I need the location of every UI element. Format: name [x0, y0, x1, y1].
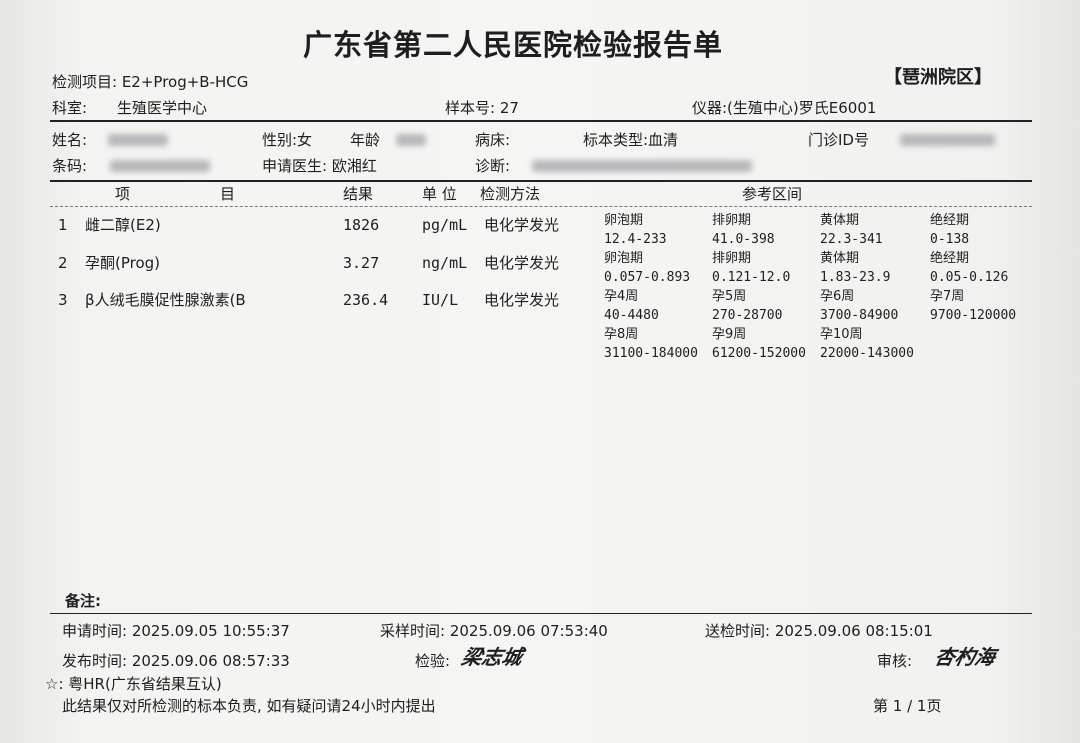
reference-phase: 绝经期 [930, 213, 970, 228]
redacted-clinic-id [900, 134, 995, 146]
reference-range: 0-138 [930, 232, 970, 247]
reference-range: 41.0-398 [712, 232, 775, 247]
reference-phase: 排卵期 [712, 251, 752, 266]
reference-phase: 孕9周 [712, 327, 747, 342]
reference-range: 61200-152000 [712, 346, 806, 361]
reference-phase: 孕4周 [604, 289, 639, 304]
reference-range: 22.3-341 [820, 232, 883, 247]
result-value: 3.27 [343, 254, 380, 272]
col-method: 检测方法 [480, 185, 541, 203]
test-name: 雌二醇(E2) [85, 216, 161, 234]
row-number: 3 [58, 291, 68, 309]
sample-number: 样本号: 27 [445, 99, 519, 117]
test-name: 孕酮(Prog) [85, 254, 161, 272]
reference-phase: 排卵期 [712, 213, 752, 228]
dashed-divider [50, 206, 1032, 207]
request-time: 申请时间: 2025.09.05 10:55:37 [62, 622, 290, 640]
result-value: 1826 [343, 216, 380, 234]
remarks-label: 备注: [65, 592, 101, 610]
unit: IU/L [422, 291, 459, 309]
name-label: 姓名: [52, 131, 88, 149]
dept-value: 生殖医学中心 [117, 99, 208, 117]
clinic-id-label: 门诊ID号 [808, 131, 869, 149]
reference-phase: 孕8周 [604, 327, 639, 342]
reference-phase: 卵泡期 [604, 251, 644, 266]
specimen-type: 标本类型:血清 [583, 131, 679, 149]
page-number: 第 1 / 1页 [873, 697, 942, 715]
send-time: 送检时间: 2025.09.06 08:15:01 [705, 622, 933, 640]
unit: ng/mL [422, 254, 468, 272]
col-unit: 单 位 [422, 185, 457, 203]
method: 电化学发光 [484, 216, 560, 234]
divider [50, 613, 1032, 614]
reference-range: 0.05-0.126 [930, 270, 1009, 285]
tester-signature: 梁志城 [459, 645, 525, 669]
divider [50, 180, 1032, 182]
col-item: 项 [115, 185, 131, 203]
report-title: 广东省第二人民医院检验报告单 [303, 28, 724, 62]
redacted-diagnosis [532, 160, 752, 172]
col-item: 目 [220, 185, 236, 203]
unit: pg/mL [422, 216, 468, 234]
barcode-label: 条码: [52, 157, 88, 175]
diagnosis-label: 诊断: [475, 157, 511, 175]
reviewer-signature: 杏杓海 [932, 645, 998, 669]
reference-phase: 孕5周 [712, 289, 747, 304]
reference-phase: 孕10周 [820, 327, 863, 342]
requesting-doctor: 申请医生: 欧湘红 [262, 157, 377, 175]
sex: 性别:女 [262, 131, 313, 149]
disclaimer: 此结果仅对所检测的标本负责, 如有疑问请24小时内提出 [62, 697, 436, 715]
reference-phase: 绝经期 [930, 251, 970, 266]
reference-phase: 黄体期 [820, 251, 860, 266]
redacted-barcode [110, 160, 210, 172]
publish-time: 发布时间: 2025.09.06 08:57:33 [62, 652, 290, 670]
reference-phase: 黄体期 [820, 213, 860, 228]
reference-phase: 孕7周 [930, 289, 965, 304]
reference-phase: 卵泡期 [604, 213, 644, 228]
result-value: 236.4 [343, 291, 389, 309]
row-number: 1 [58, 216, 68, 234]
row-number: 2 [58, 254, 68, 272]
divider [50, 120, 1032, 122]
reference-range: 22000-143000 [820, 346, 914, 361]
reviewer-label: 审核: [877, 652, 913, 670]
reference-range: 9700-120000 [930, 308, 1017, 323]
method: 电化学发光 [484, 254, 560, 272]
col-result: 结果 [343, 185, 374, 203]
method: 电化学发光 [484, 291, 560, 309]
reference-range: 270-28700 [712, 308, 783, 323]
instrument: 仪器:(生殖中心)罗氏E6001 [692, 99, 877, 117]
sample-time: 采样时间: 2025.09.06 07:53:40 [380, 622, 608, 640]
test-items: 检测项目: E2+Prog+B-HCG [52, 73, 249, 91]
mutual-recognition: ☆: 粤HR(广东省结果互认) [45, 675, 222, 693]
reference-range: 1.83-23.9 [820, 270, 891, 285]
tester-label: 检验: [415, 652, 451, 670]
reference-range: 31100-184000 [604, 346, 698, 361]
reference-range: 40-4480 [604, 308, 659, 323]
reference-range: 12.4-233 [604, 232, 667, 247]
reference-phase: 孕6周 [820, 289, 855, 304]
redacted-name [108, 134, 168, 146]
campus-label: 【琶洲院区】 [884, 67, 992, 88]
bed-label: 病床: [475, 131, 511, 149]
dept-label: 科室: [52, 99, 88, 117]
reference-range: 0.121-12.0 [712, 270, 791, 285]
test-name: β人绒毛膜促性腺激素(B [85, 291, 246, 309]
age-label: 年龄 [350, 131, 381, 149]
col-reference: 参考区间 [742, 185, 803, 203]
reference-range: 3700-84900 [820, 308, 899, 323]
redacted-age [396, 134, 426, 146]
reference-range: 0.057-0.893 [604, 270, 691, 285]
